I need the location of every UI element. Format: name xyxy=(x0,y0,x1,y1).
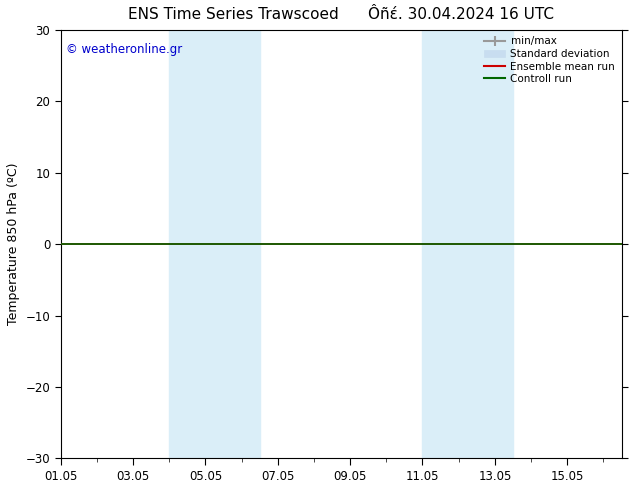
Bar xyxy=(422,30,513,458)
Bar xyxy=(169,30,260,458)
Y-axis label: Temperature 850 hPa (ºC): Temperature 850 hPa (ºC) xyxy=(7,163,20,325)
Legend: min/max, Standard deviation, Ensemble mean run, Controll run: min/max, Standard deviation, Ensemble me… xyxy=(481,32,619,88)
Text: © weatheronline.gr: © weatheronline.gr xyxy=(67,43,183,56)
Title: ENS Time Series Trawscoed      Ôñέ. 30.04.2024 16 UTC: ENS Time Series Trawscoed Ôñέ. 30.04.202… xyxy=(128,7,554,22)
